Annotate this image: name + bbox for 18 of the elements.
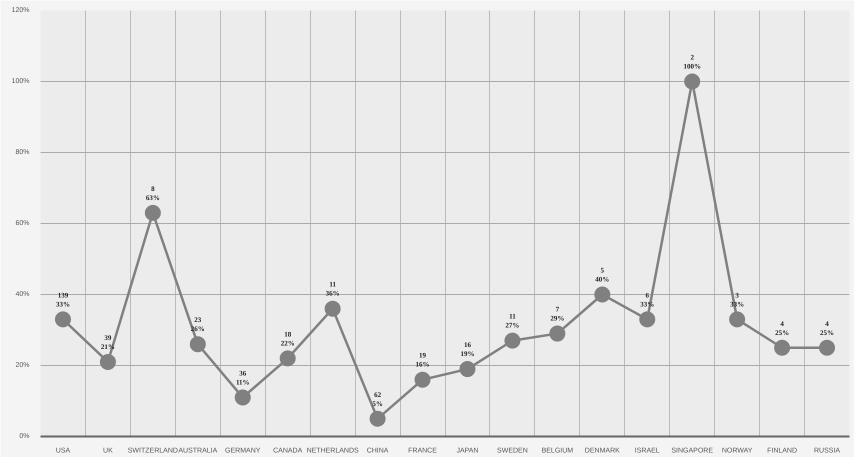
point <box>324 300 341 317</box>
point <box>774 340 790 356</box>
point <box>100 354 116 370</box>
point <box>190 336 206 352</box>
point <box>459 361 476 378</box>
point <box>594 286 610 302</box>
point <box>819 340 836 356</box>
point <box>684 74 700 90</box>
point <box>549 326 566 342</box>
point <box>729 311 746 328</box>
point <box>144 204 161 221</box>
point <box>639 311 656 328</box>
point <box>54 311 71 328</box>
point <box>280 350 296 366</box>
point <box>504 332 520 349</box>
point <box>234 389 251 406</box>
point <box>414 372 431 388</box>
point <box>370 410 386 427</box>
